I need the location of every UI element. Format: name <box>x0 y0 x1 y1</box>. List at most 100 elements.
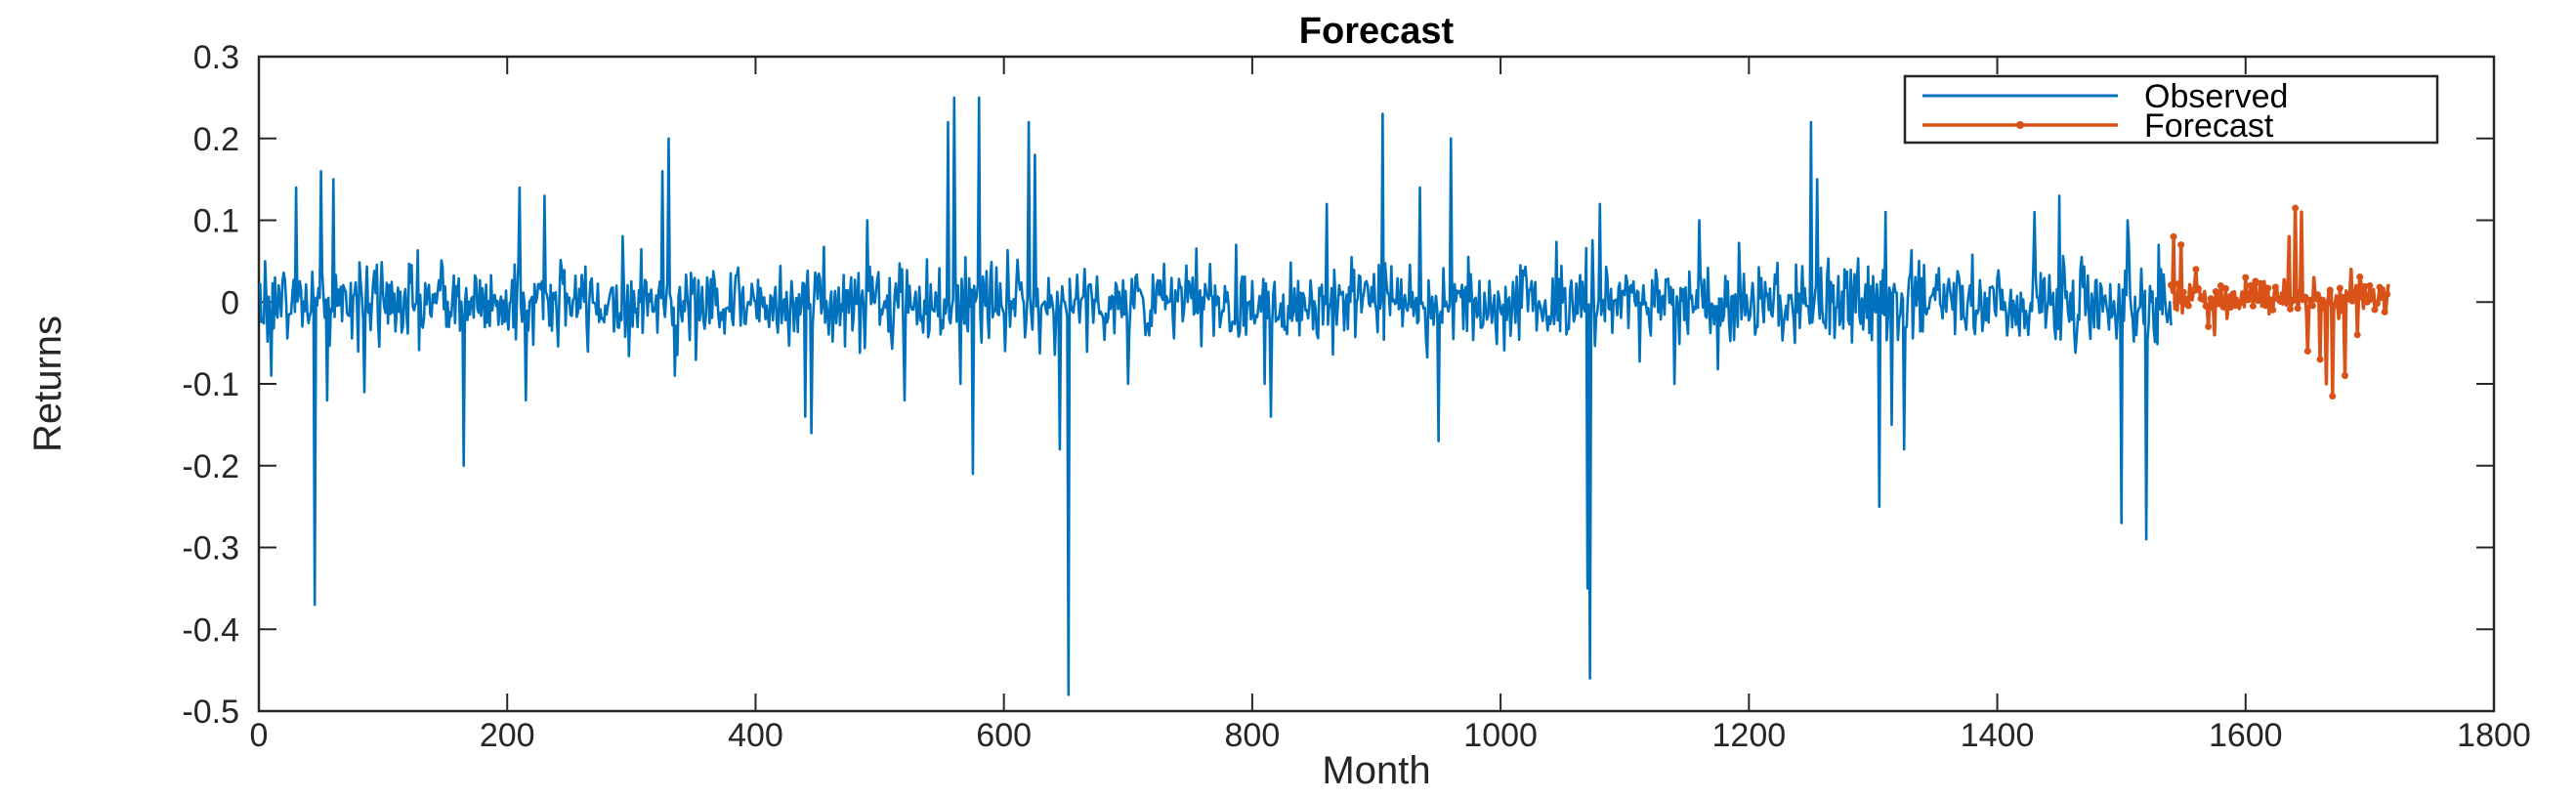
forecast-point <box>2237 299 2245 307</box>
forecast-point <box>2247 281 2255 289</box>
forecast-point <box>2294 305 2302 313</box>
y-tick-label: 0.1 <box>193 203 239 240</box>
x-tick-label: 400 <box>728 717 783 754</box>
forecast-point <box>2353 331 2361 339</box>
forecast-point <box>2239 291 2247 299</box>
legend-marker-forecast <box>2016 121 2024 129</box>
forecast-point <box>2363 298 2371 306</box>
forecast-point <box>2329 393 2337 400</box>
y-tick-label: 0.2 <box>193 121 239 158</box>
x-tick-label: 1600 <box>2209 717 2283 754</box>
y-tick-label: 0 <box>221 284 239 321</box>
y-tick-label: -0.4 <box>182 611 239 649</box>
forecast-point <box>2242 273 2250 281</box>
forecast-point <box>2175 280 2182 288</box>
forecast-point <box>2212 288 2219 296</box>
forecast-point <box>2292 204 2300 212</box>
forecast-point <box>2306 296 2314 304</box>
y-tick-label: 0.3 <box>193 39 239 76</box>
forecast-point <box>2366 282 2374 289</box>
forecast-point <box>2217 282 2224 289</box>
forecast-point <box>2210 304 2217 312</box>
forecast-point <box>2351 289 2359 297</box>
forecast-point <box>2371 306 2379 314</box>
forecast-point <box>2348 297 2356 305</box>
axis-tick-labels: 0 200 400 600 800 1000 1200 1400 1600 1800 -0.5 -0.… <box>182 39 2530 754</box>
forecast-point <box>2254 297 2261 305</box>
forecast-point <box>2297 288 2304 296</box>
x-tick-label: 1200 <box>1712 717 1787 754</box>
x-tick-label: 800 <box>1225 717 1281 754</box>
y-axis-label: Returns <box>26 315 69 452</box>
forecast-point <box>2182 295 2190 303</box>
forecast-point <box>2179 288 2187 296</box>
forecast-point <box>2215 300 2222 308</box>
forecast-point <box>2170 232 2177 240</box>
series-forecast-markers <box>2168 204 2391 400</box>
chart-title: Forecast <box>1299 11 1455 52</box>
forecast-point <box>2289 296 2297 304</box>
forecast-point <box>2184 302 2192 310</box>
forecast-point <box>2374 300 2382 308</box>
forecast-point <box>2259 284 2267 292</box>
y-tick-label: -0.5 <box>182 694 239 731</box>
forecast-point <box>2249 302 2257 310</box>
y-tick-label: -0.3 <box>182 530 239 568</box>
x-tick-label: 200 <box>480 717 535 754</box>
forecast-point <box>2326 286 2334 294</box>
y-tick-label: -0.2 <box>182 448 239 485</box>
forecast-point <box>2316 356 2324 363</box>
forecast-point <box>2192 266 2200 273</box>
forecast-point <box>2279 298 2287 306</box>
forecast-point <box>2244 296 2252 304</box>
forecast-point <box>2379 290 2386 298</box>
x-tick-label: 1400 <box>1961 717 2035 754</box>
series-layer <box>259 96 2391 696</box>
axis-ticks <box>258 56 2495 712</box>
forecast-point <box>2284 283 2292 291</box>
x-tick-label: 1800 <box>2457 717 2531 754</box>
x-axis-label: Month <box>1322 749 1430 792</box>
forecast-point <box>2200 296 2208 304</box>
forecast-point <box>2207 295 2215 303</box>
forecast-point <box>2269 306 2277 314</box>
forecast-point <box>2266 296 2274 304</box>
forecast-point <box>2358 293 2366 301</box>
forecast-point <box>2173 299 2180 307</box>
forecast-point <box>2271 283 2279 291</box>
legend-label-observed: Observed <box>2144 78 2288 115</box>
x-tick-label: 1000 <box>1463 717 1538 754</box>
legend-box <box>1903 74 2439 145</box>
x-tick-label: 0 <box>250 717 269 754</box>
forecast-point <box>2384 290 2391 298</box>
forecast-point <box>2264 284 2272 292</box>
forecast-point <box>2287 305 2295 313</box>
forecast-point <box>2221 284 2229 292</box>
forecast-point <box>2341 372 2348 380</box>
forecast-point <box>2229 290 2237 298</box>
legend-label-forecast: Forecast <box>2144 107 2274 145</box>
x-tick-label: 600 <box>976 717 1032 754</box>
forecast-point <box>2194 284 2202 292</box>
forecast-point <box>2321 305 2329 313</box>
forecast-point <box>2303 348 2311 355</box>
forecast-point <box>2168 281 2175 289</box>
forecast-point <box>2324 300 2332 308</box>
forecast-point <box>2368 291 2376 299</box>
forecast-point <box>2177 241 2185 249</box>
forecast-point <box>2381 308 2388 315</box>
forecast-point <box>2376 283 2384 291</box>
forecast-point <box>2205 322 2213 330</box>
forecast-point <box>2346 290 2354 298</box>
forecast-point <box>2308 302 2316 310</box>
forecast-point <box>2356 273 2364 280</box>
forecast-point <box>2202 302 2210 310</box>
y-tick-label: -0.1 <box>182 366 239 403</box>
legend: Observed Forecast <box>1903 74 2439 145</box>
forecast-point <box>2334 297 2342 305</box>
forecast-point <box>2314 291 2322 299</box>
forecast-point <box>2302 293 2309 301</box>
plot-area <box>257 55 2496 713</box>
forecast-point <box>2336 284 2344 292</box>
